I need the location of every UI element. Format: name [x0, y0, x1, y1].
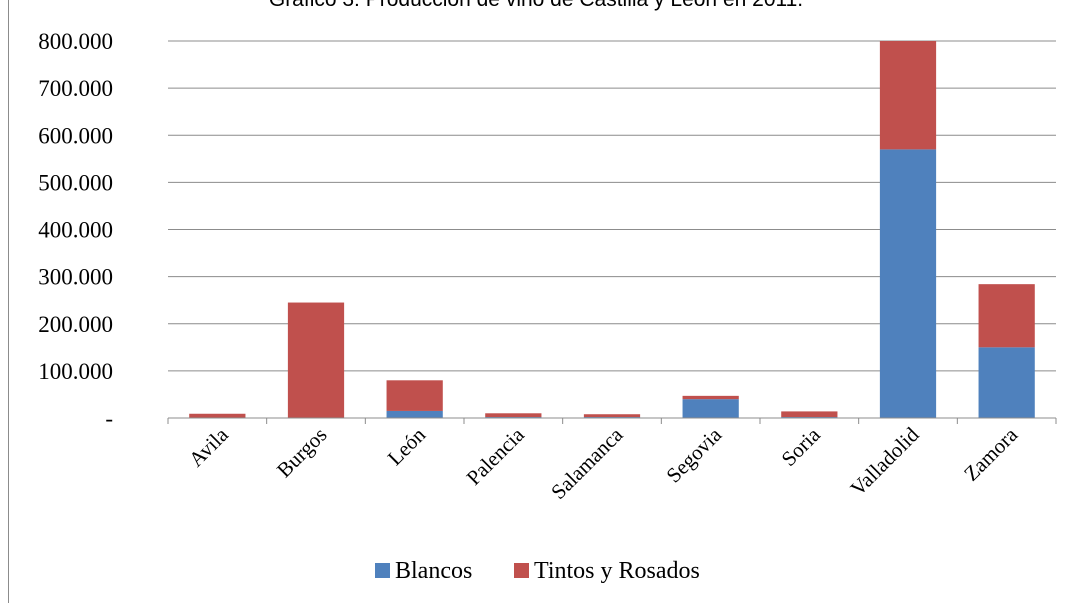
x-tick-label: Burgos — [272, 423, 332, 483]
y-tick-label: 400.000 — [38, 218, 113, 243]
bar-blancos — [978, 347, 1035, 418]
bar-tintos-y-rosados — [978, 284, 1035, 348]
x-tick-label: Soria — [777, 422, 826, 471]
legend-label: Blancos — [395, 558, 472, 584]
chart-frame-left-border — [8, 0, 9, 603]
legend-swatch-blancos — [375, 563, 390, 578]
legend: Blancos Tintos y Rosados — [375, 558, 700, 584]
y-tick-label: 700.000 — [38, 76, 113, 101]
x-axis-tick-labels: Avila Burgos León Palencia Salamanca Segovia S… — [184, 422, 1023, 504]
y-axis-tick-labels: - 100.000 200.000 300.000 400.000 500.000 600.… — [38, 29, 113, 431]
legend-swatch-tintos-y-rosados — [514, 563, 529, 578]
bar-blancos — [682, 399, 739, 418]
y-tick-label: 200.000 — [38, 312, 113, 337]
x-tick-label: Zamora — [959, 422, 1023, 486]
bar-tintos-y-rosados — [682, 395, 739, 400]
x-tick-label: Salamanca — [546, 422, 628, 504]
x-axis — [167, 417, 1057, 424]
y-tick-label: 300.000 — [38, 265, 113, 290]
bar-tintos-y-rosados — [287, 302, 345, 418]
bar-tintos-y-rosados — [485, 413, 542, 418]
y-tick-label: 600.000 — [38, 123, 113, 148]
bar-tintos-y-rosados — [583, 414, 641, 418]
y-tick-label: 500.000 — [38, 170, 113, 195]
x-tick-label: Palencia — [462, 422, 530, 490]
bar-tintos-y-rosados — [781, 411, 838, 418]
bar-tintos-y-rosados — [189, 413, 246, 418]
chart-title: Gráfico 3: Producción de vino de Castill… — [0, 0, 1072, 12]
y-tick-label: - — [105, 406, 113, 431]
bar-tintos-y-rosados — [386, 380, 443, 411]
x-tick-label: Avila — [184, 422, 233, 471]
bar-blancos — [879, 149, 937, 418]
bars — [189, 41, 1035, 418]
y-tick-label: 100.000 — [38, 359, 113, 384]
bar-blancos — [386, 410, 443, 418]
legend-label: Tintos y Rosados — [534, 558, 700, 584]
x-tick-label: Valladolid — [846, 422, 924, 500]
y-tick-label: 800.000 — [38, 29, 113, 54]
bar-tintos-y-rosados — [879, 41, 937, 150]
x-tick-label: León — [383, 422, 431, 470]
x-tick-label: Segovia — [661, 422, 726, 487]
